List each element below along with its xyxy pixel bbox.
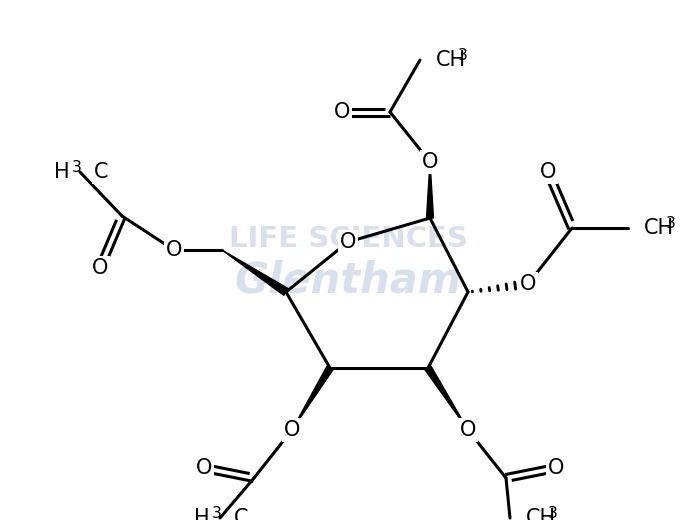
Text: 3: 3 bbox=[666, 215, 676, 230]
Polygon shape bbox=[222, 250, 288, 295]
Polygon shape bbox=[292, 366, 333, 430]
Text: O: O bbox=[422, 152, 438, 172]
Text: O: O bbox=[196, 458, 212, 478]
Text: C: C bbox=[234, 508, 248, 520]
Text: H: H bbox=[54, 162, 70, 182]
Text: 3: 3 bbox=[458, 47, 468, 62]
Text: O: O bbox=[284, 420, 300, 440]
Text: 3: 3 bbox=[548, 505, 558, 520]
Polygon shape bbox=[427, 162, 434, 218]
Text: CH: CH bbox=[526, 508, 556, 520]
Text: O: O bbox=[548, 458, 564, 478]
Text: CH: CH bbox=[644, 218, 674, 238]
Text: H: H bbox=[194, 508, 210, 520]
Text: O: O bbox=[540, 162, 556, 182]
Text: O: O bbox=[520, 274, 536, 294]
Text: O: O bbox=[92, 258, 108, 278]
Text: 3: 3 bbox=[72, 160, 82, 175]
Polygon shape bbox=[425, 366, 468, 430]
Text: C: C bbox=[94, 162, 109, 182]
Text: Glentham: Glentham bbox=[235, 260, 461, 302]
Text: O: O bbox=[340, 232, 356, 252]
Text: LIFE SCIENCES: LIFE SCIENCES bbox=[228, 225, 468, 253]
Text: CH: CH bbox=[436, 50, 466, 70]
Text: O: O bbox=[334, 102, 350, 122]
Text: O: O bbox=[460, 420, 476, 440]
Text: O: O bbox=[166, 240, 182, 260]
Text: 3: 3 bbox=[212, 505, 222, 520]
